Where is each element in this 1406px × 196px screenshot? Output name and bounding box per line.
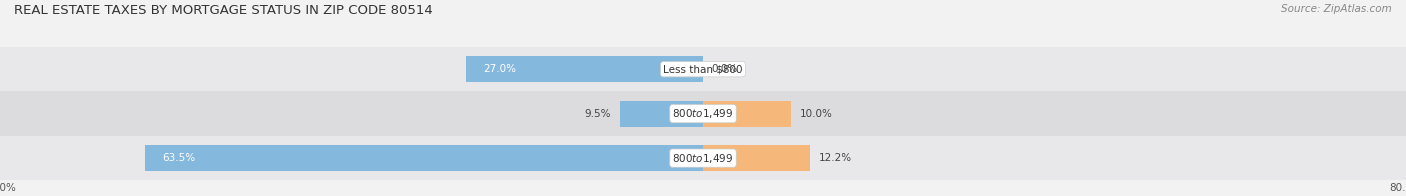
Text: $800 to $1,499: $800 to $1,499 — [672, 152, 734, 165]
Text: 27.0%: 27.0% — [484, 64, 516, 74]
Text: 63.5%: 63.5% — [163, 153, 195, 163]
Text: 0.0%: 0.0% — [711, 64, 738, 74]
Bar — [703, 101, 790, 127]
Bar — [145, 145, 703, 171]
Bar — [465, 56, 703, 82]
Text: 12.2%: 12.2% — [818, 153, 852, 163]
Text: Source: ZipAtlas.com: Source: ZipAtlas.com — [1281, 4, 1392, 14]
Text: 9.5%: 9.5% — [585, 109, 610, 119]
Bar — [0, 92, 1406, 136]
Bar — [0, 47, 1406, 92]
Text: 10.0%: 10.0% — [800, 109, 832, 119]
Bar — [620, 101, 703, 127]
Bar — [703, 145, 810, 171]
Text: $800 to $1,499: $800 to $1,499 — [672, 107, 734, 120]
Text: REAL ESTATE TAXES BY MORTGAGE STATUS IN ZIP CODE 80514: REAL ESTATE TAXES BY MORTGAGE STATUS IN … — [14, 4, 433, 17]
Bar — [0, 136, 1406, 180]
Text: Less than $800: Less than $800 — [664, 64, 742, 74]
